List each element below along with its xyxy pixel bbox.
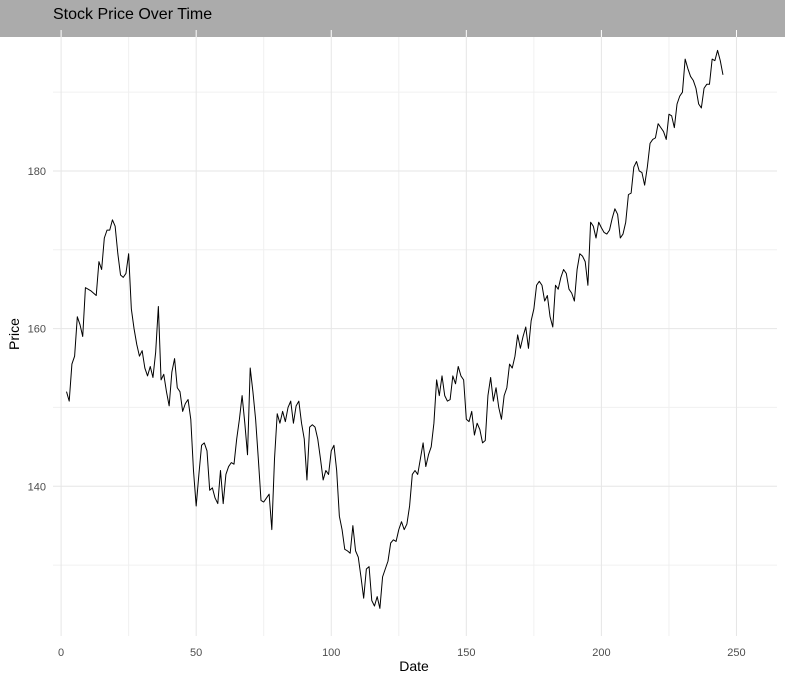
title-bar xyxy=(0,0,785,37)
y-tick-label: 160 xyxy=(28,324,46,336)
price-series-line xyxy=(66,49,724,609)
y-axis-ticks: 140 160 180 xyxy=(28,166,46,493)
major-gridlines xyxy=(53,37,777,636)
x-tick-label: 100 xyxy=(322,647,340,659)
chart-title: Stock Price Over Time xyxy=(53,6,213,23)
x-tick-label: 0 xyxy=(58,647,64,659)
minor-gridlines xyxy=(53,37,777,636)
x-axis-title: Date xyxy=(399,658,429,674)
x-tick-label: 200 xyxy=(592,647,610,659)
x-tick-label: 250 xyxy=(727,647,745,659)
x-tick-label: 150 xyxy=(457,647,475,659)
x-axis-ticks: 0 50 100 150 200 250 xyxy=(58,30,746,659)
y-axis-title: Price xyxy=(6,318,22,350)
y-tick-label: 180 xyxy=(28,166,46,178)
y-tick-label: 140 xyxy=(28,481,46,493)
series-layer xyxy=(66,49,724,609)
x-tick-label: 50 xyxy=(190,647,202,659)
